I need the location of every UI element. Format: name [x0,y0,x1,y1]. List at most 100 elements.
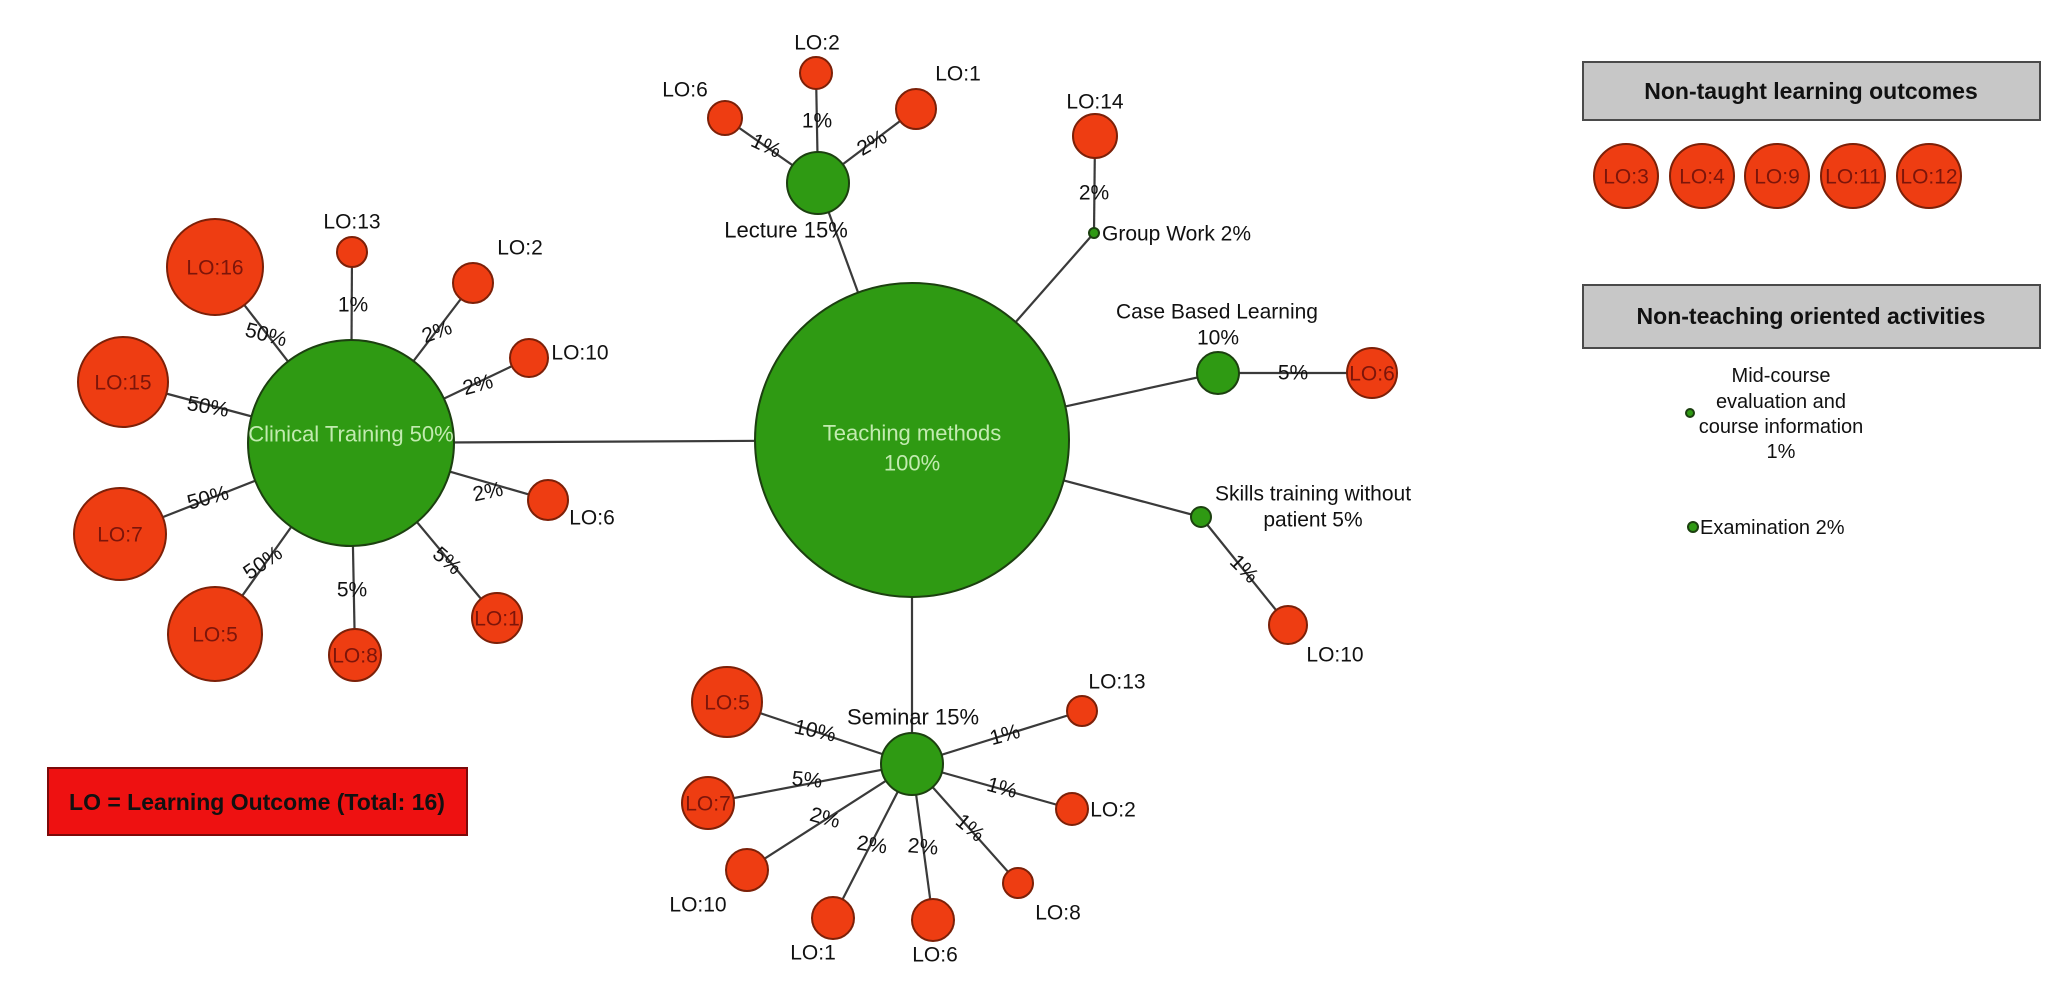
node-lo10-clinical [509,338,549,378]
label-skills-1: Skills training without [1215,483,1411,506]
node-case-based-learning [1196,351,1240,395]
midcourse-line-2: evaluation and [1716,391,1846,413]
label-teaching-1: Teaching methods [823,421,1002,446]
edge-label-seminar-lo6: 2% [907,834,939,860]
node-lo16-clinical [166,218,264,316]
node-lo4-panel [1669,143,1735,209]
label-lo6-cbl: LO:6 [1349,363,1395,386]
non-teaching-activities-title: Non-teaching oriented activities [1637,303,1986,329]
label-lo15: LO:15 [94,372,151,395]
label-lo8-seminar: LO:8 [1035,902,1081,925]
edge-label-skills-lo10: 1% [1225,550,1263,588]
label-lo2-seminar: LO:2 [1090,799,1136,822]
node-lecture [786,151,850,215]
node-lo10-skills [1268,605,1308,645]
edge-seminar-s_lo10 [746,763,913,871]
label-lo2-clinical: LO:2 [497,237,543,260]
label-lo9-panel: LO:9 [1754,166,1800,189]
edge-label-clinical-lo8: 5% [337,579,367,602]
node-lo5-seminar [691,666,763,738]
node-group-work [1088,227,1100,239]
node-seminar [880,732,944,796]
edge-label-clinical-lo16: 50% [243,318,290,351]
legend-text: LO = Learning Outcome (Total: 16) [69,789,445,815]
examination-label: Examination 2% [1700,517,1845,539]
label-lo6-clinical: LO:6 [569,507,615,530]
label-lo2-lecture: LO:2 [794,32,840,55]
edge-label-clinical-lo10: 2% [460,370,495,400]
edge-label-lecture-lo2: 1% [802,110,832,133]
midcourse-line-1: Mid-course [1732,365,1831,387]
label-lo16: LO:16 [186,257,243,280]
edge-label-seminar-lo13: 1% [987,720,1022,750]
node-lo1-seminar [811,896,855,940]
non-taught-outcomes-title: Non-taught learning outcomes [1644,78,1978,104]
node-lo6-lecture [707,100,743,136]
node-lo6-seminar [911,898,955,942]
node-lo6-clinical [527,479,569,521]
midcourse-line-4: 1% [1767,441,1796,463]
label-lo12-panel: LO:12 [1900,166,1957,189]
node-lo8-clinical [328,628,382,682]
nodes-layer [73,56,1962,942]
edge-label-seminar-lo5: 10% [792,715,838,746]
label-lo1-lecture: LO:1 [935,63,981,86]
edge-label-clinical-lo13: 1% [338,294,368,317]
label-lo4-panel: LO:4 [1679,166,1725,189]
node-lo13-clinical [336,236,368,268]
node-lo9-panel [1744,143,1810,209]
node-lo11-panel [1820,143,1886,209]
label-seminar: Seminar 15% [847,705,979,730]
node-clinical-training [247,339,455,547]
edge-skills-sk_lo10 [1200,516,1289,626]
midcourse-line-3: course information [1699,416,1864,438]
label-teaching-2: 100% [884,451,940,476]
node-lo12-panel [1896,143,1962,209]
node-lo7-seminar [681,776,735,830]
label-lo10-skills: LO:10 [1306,644,1363,667]
node-lo13-seminar [1066,695,1098,727]
edge-label-seminar-lo2: 1% [984,773,1019,803]
label-lo14: LO:14 [1066,91,1124,114]
node-examination [1687,521,1699,533]
label-lo1-clinical: LO:1 [474,608,520,631]
edge-seminar-s_lo7 [707,762,913,805]
edge-label-lecture-lo6: 1% [747,129,784,163]
edge-label-cbl-lo6: 5% [1278,362,1308,385]
label-lo6-seminar: LO:6 [912,944,958,967]
label-clinical: Clinical Training 50% [248,422,453,447]
node-skills-training [1190,506,1212,528]
label-lo13-clinical: LO:13 [323,211,380,234]
legend-box [47,767,468,836]
label-groupwork: Group Work 2% [1102,223,1251,246]
label-lo5-seminar: LO:5 [704,692,750,715]
label-lo7-seminar: LO:7 [685,793,731,816]
label-lo8-clinical: LO:8 [332,645,378,668]
node-lo2-clinical [452,262,494,304]
label-lo11-panel: LO:11 [1825,166,1881,189]
node-teaching-methods [754,282,1070,598]
non-taught-outcomes-box [1582,61,2041,121]
label-skills-2: patient 5% [1263,509,1362,532]
node-lo2-lecture [799,56,833,90]
node-lo8-seminar [1002,867,1034,899]
edge-label-clinical-lo6: 2% [471,478,505,507]
label-lo13-seminar: LO:13 [1088,671,1145,694]
edge-label-clinical-lo15: 50% [185,392,230,422]
node-lo1-clinical [471,592,523,644]
non-teaching-activities-box [1582,284,2041,349]
node-lo3-panel [1593,143,1659,209]
label-lo3-panel: LO:3 [1603,166,1649,189]
node-lo10-seminar [725,848,769,892]
edge-label-clinical-lo7: 50% [185,481,232,514]
edge-label-seminar-lo7: 5% [791,767,823,793]
edge-label-clinical-lo2: 2% [419,316,455,348]
node-lo7-clinical [73,487,167,581]
node-lo2-seminar [1055,792,1089,826]
label-lo1-seminar: LO:1 [790,942,836,965]
node-lo14-groupwork [1072,113,1118,159]
label-cbl-1: Case Based Learning [1116,301,1318,324]
label-lo10-seminar: LO:10 [669,894,726,917]
label-lo5-clinical: LO:5 [192,624,238,647]
